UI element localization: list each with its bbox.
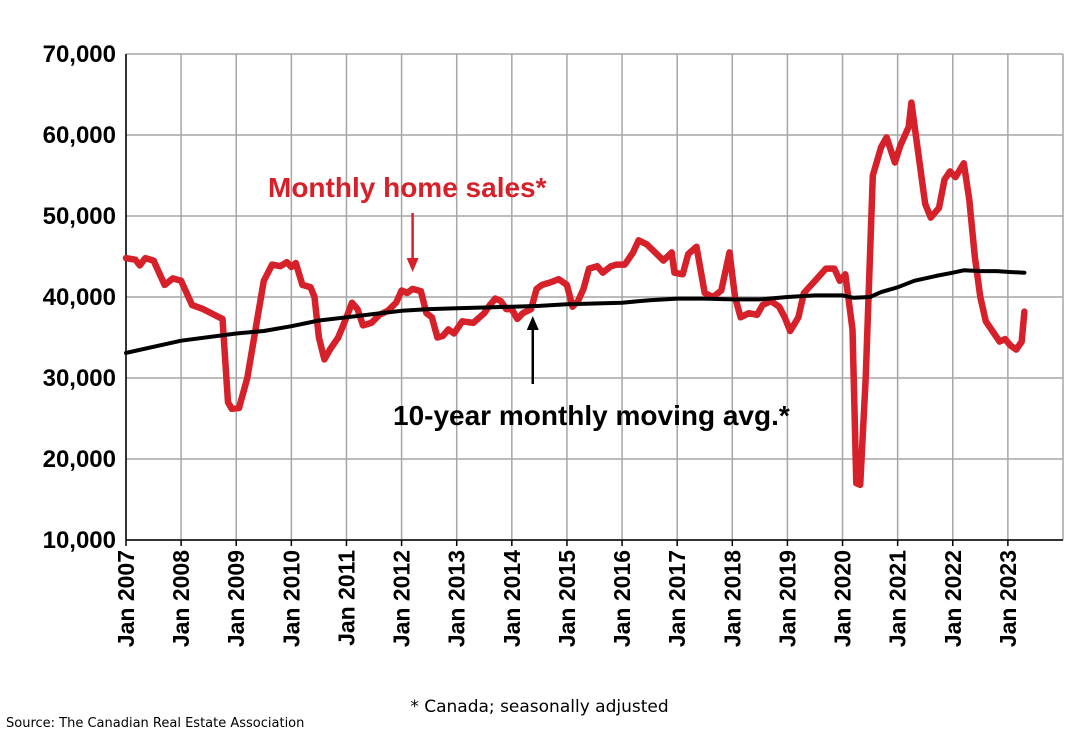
x-tick-label: Jan 2015 <box>554 550 580 647</box>
x-tick-label: Jan 2023 <box>995 550 1021 647</box>
moving-average-label: 10-year monthly moving avg.* <box>393 400 790 431</box>
x-tick-label: Jan 2020 <box>830 550 856 647</box>
monthly-sales-label: Monthly home sales* <box>268 172 547 203</box>
moving-average-line <box>124 268 1027 355</box>
y-tick-label: 70,000 <box>43 41 116 68</box>
x-tick-label: Jan 2016 <box>609 550 635 647</box>
x-tick-label: Jan 2013 <box>444 550 470 647</box>
x-tick-label: Jan 2012 <box>389 550 415 647</box>
moving-average-arrowhead <box>526 316 539 330</box>
source-note: Source: The Canadian Real Estate Associa… <box>6 716 305 731</box>
y-tick-label: 30,000 <box>43 365 116 392</box>
x-tick-label: Jan 2009 <box>223 550 249 647</box>
y-tick-label: 50,000 <box>43 203 116 230</box>
x-tick-label: Jan 2019 <box>774 550 800 647</box>
x-tick-label: Jan 2014 <box>499 550 525 647</box>
y-tick-label: 10,000 <box>43 527 116 554</box>
y-tick-label: 20,000 <box>43 446 116 473</box>
x-tick-label: Jan 2008 <box>168 550 194 647</box>
x-tick-label: Jan 2018 <box>719 550 745 647</box>
x-tick-label: Jan 2011 <box>333 550 359 646</box>
x-tick-label: Jan 2007 <box>113 550 139 647</box>
y-tick-label: 40,000 <box>43 284 116 311</box>
footnote: * Canada; seasonally adjusted <box>410 697 669 717</box>
y-tick-label: 60,000 <box>43 122 116 149</box>
x-tick-label: Jan 2017 <box>664 550 690 647</box>
x-tick-label: Jan 2022 <box>940 550 966 647</box>
x-tick-label: Jan 2021 <box>885 550 911 647</box>
monthly-sales-line <box>122 99 1028 489</box>
home-sales-chart: 10,000 20,000 30,000 40,000 50,000 60,000 70,0… <box>43 41 1064 647</box>
monthly-sales-arrowhead <box>406 258 419 272</box>
x-tick-label: Jan 2010 <box>278 550 304 647</box>
